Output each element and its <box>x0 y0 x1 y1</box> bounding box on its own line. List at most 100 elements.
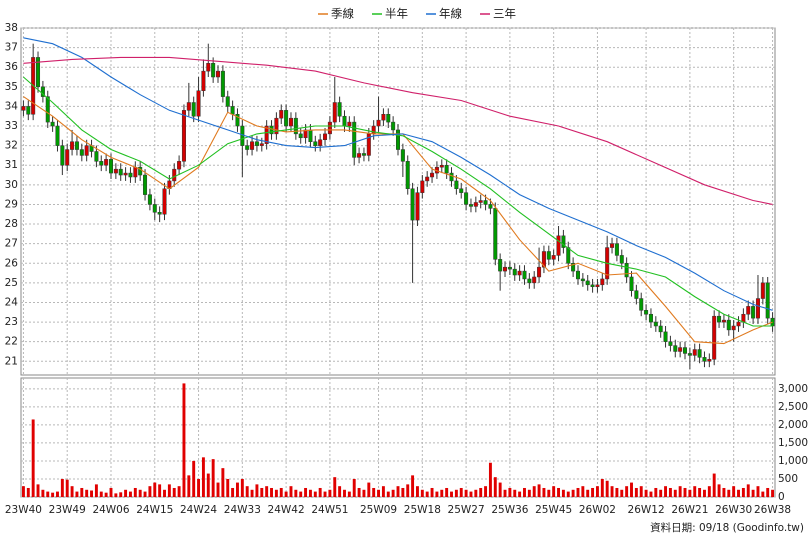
x-tick-label: 26W12 <box>628 504 665 516</box>
y-tick-label: 23 <box>5 316 18 328</box>
candle-body <box>644 310 649 315</box>
volume-bar <box>187 475 191 497</box>
volume-bar <box>586 489 590 497</box>
x-tick-label: 24W06 <box>92 504 129 516</box>
x-tick-label: 26W38 <box>754 504 791 516</box>
volume-bar <box>21 486 25 497</box>
candle-body <box>619 255 624 264</box>
volume-bar <box>493 477 497 497</box>
legend-label: 季線 <box>331 7 354 21</box>
candle-body <box>318 139 323 146</box>
volume-bar <box>367 482 371 497</box>
candle-body <box>172 168 177 182</box>
y-tick-label: 3,000 <box>778 383 808 395</box>
candle-body <box>527 278 532 284</box>
y-tick-label: 38 <box>5 22 18 34</box>
volume-bar <box>561 489 565 497</box>
candle-body <box>113 168 118 174</box>
volume-bar <box>532 486 536 497</box>
volume-bar <box>206 473 210 497</box>
volume-bar <box>99 491 103 497</box>
candle-body <box>483 200 488 205</box>
ma-line <box>23 37 773 311</box>
x-tick-label: 23W49 <box>49 504 86 516</box>
volume-bar <box>313 491 317 497</box>
volume-bar <box>668 487 672 497</box>
candle-body <box>366 133 371 156</box>
volume-bar <box>26 487 30 497</box>
candle-body <box>147 194 152 205</box>
candle-body <box>600 278 605 286</box>
candle-body <box>240 125 245 146</box>
candle-body <box>415 192 420 221</box>
footer-note: 資料日期: 09/18 (Goodinfo.tw) <box>650 521 804 534</box>
candle-body <box>610 243 615 248</box>
volume-bar <box>712 473 716 497</box>
candle-body <box>36 57 41 88</box>
volume-bar <box>153 482 157 497</box>
candle-body <box>40 86 45 97</box>
volume-bar <box>279 487 283 497</box>
volume-bar <box>722 487 726 497</box>
volume-bar <box>430 487 434 497</box>
volume-bar <box>236 482 239 497</box>
volume-bar <box>683 487 687 497</box>
volume-bar <box>644 489 648 497</box>
candle-body <box>658 325 663 333</box>
candle-body <box>381 114 386 121</box>
volume-bar <box>172 487 176 497</box>
candle-body <box>55 125 60 146</box>
candle-body <box>308 129 313 142</box>
candle-body <box>79 149 84 156</box>
volume-bar <box>450 491 453 497</box>
x-tick-label: 26W30 <box>715 504 752 516</box>
volume-bar <box>425 491 429 497</box>
y-tick-label: 29 <box>5 198 18 210</box>
candle-body <box>298 133 303 139</box>
candle-body <box>21 106 26 111</box>
volume-bar <box>756 486 760 497</box>
x-tick-label: 23W40 <box>5 504 42 516</box>
candle-body <box>230 106 235 115</box>
volume-bar <box>634 487 638 497</box>
legend-label: 三年 <box>493 7 516 21</box>
volume-bar <box>771 489 775 497</box>
candle-body <box>629 276 634 291</box>
legend-label: 半年 <box>385 7 408 21</box>
candle-body <box>376 119 381 127</box>
y-tick-label: 30 <box>5 179 18 191</box>
volume-bar <box>304 487 308 497</box>
candle-body <box>449 172 454 182</box>
volume-bar <box>51 492 55 497</box>
candle-body <box>99 161 104 166</box>
volume-bar <box>381 486 385 497</box>
volume-bar <box>240 478 244 497</box>
volume-bar <box>192 460 196 497</box>
volume-bar <box>435 491 439 497</box>
y-tick-label: 28 <box>5 218 18 230</box>
volume-bar <box>109 487 113 497</box>
volume-bar <box>488 462 492 497</box>
y-tick-label: 1,000 <box>778 455 808 467</box>
volume-bar <box>459 487 463 497</box>
candle-body <box>731 325 736 331</box>
volume-bar <box>445 487 449 497</box>
volume-bar <box>270 487 273 497</box>
volume-bar <box>469 491 473 497</box>
candle-body <box>551 255 556 260</box>
volume-bar <box>639 486 643 497</box>
x-tick-label: 24W33 <box>224 504 261 516</box>
volume-bar <box>318 487 322 497</box>
y-tick-label: 33 <box>5 120 18 132</box>
x-tick-label: 25W18 <box>404 504 441 516</box>
candle-body <box>537 266 542 278</box>
candle-body <box>220 70 225 97</box>
candle-body <box>765 282 770 319</box>
candle-body <box>196 90 201 117</box>
candle-body <box>279 110 284 119</box>
candle-body <box>254 141 259 146</box>
volume-bar <box>182 383 186 497</box>
candle-body <box>84 145 89 156</box>
x-tick-label: 24W51 <box>311 504 348 516</box>
